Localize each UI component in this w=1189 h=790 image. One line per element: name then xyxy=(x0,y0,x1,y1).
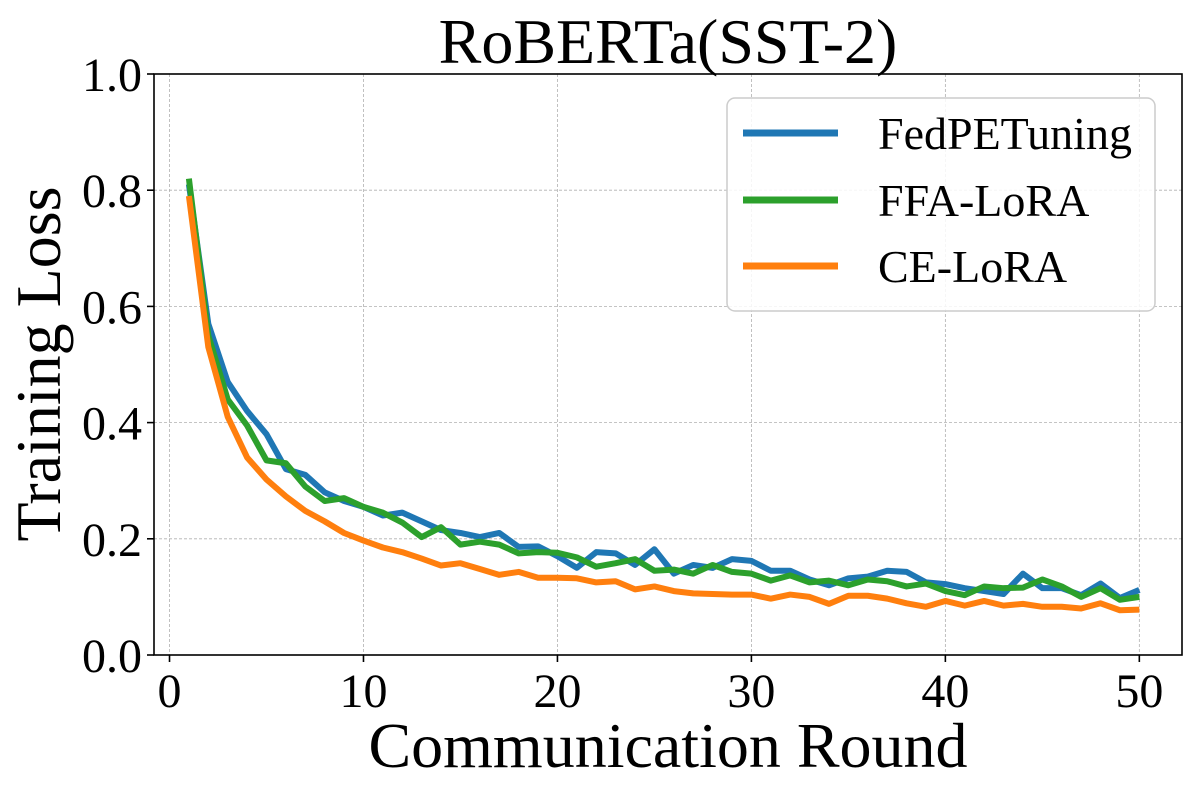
legend-frame xyxy=(726,97,1156,312)
legend-label-ce-lora: CE-LoRA xyxy=(878,241,1067,292)
x-tick-label: 30 xyxy=(727,665,775,718)
x-axis-ticks: 0 10 20 30 40 50 xyxy=(158,655,1163,718)
x-tick-label: 10 xyxy=(339,665,387,718)
chart-title: RoBERTa(SST-2) xyxy=(439,6,898,77)
y-tick-label: 0.0 xyxy=(82,630,142,683)
series-line-ce-lora xyxy=(185,195,1140,614)
y-axis-ticks: 0.0 0.2 0.4 0.6 0.8 1.0 xyxy=(82,49,154,683)
x-tick-label: 40 xyxy=(921,665,969,718)
y-tick-label: 0.4 xyxy=(82,398,142,451)
legend: FedPETuning FFA-LoRA CE-LoRA xyxy=(726,97,1156,312)
y-tick-label: 0.8 xyxy=(82,165,142,218)
y-axis-label: Training Loss xyxy=(3,186,74,541)
x-tick-label: 0 xyxy=(158,665,182,718)
series-layer xyxy=(185,178,1141,614)
plot-frame xyxy=(153,73,1183,656)
y-tick-label: 1.0 xyxy=(82,49,142,102)
x-axis-label: Communication Round xyxy=(368,710,967,781)
y-tick-label: 0.6 xyxy=(82,281,142,334)
y-tick-label: 0.2 xyxy=(82,514,142,567)
series-line-ffa-lora xyxy=(185,178,1140,603)
legend-label-ffa-lora: FFA-LoRA xyxy=(878,175,1089,226)
x-tick-label: 20 xyxy=(533,665,581,718)
legend-label-fedpetuning: FedPETuning xyxy=(878,108,1132,159)
x-tick-label: 50 xyxy=(1115,665,1163,718)
